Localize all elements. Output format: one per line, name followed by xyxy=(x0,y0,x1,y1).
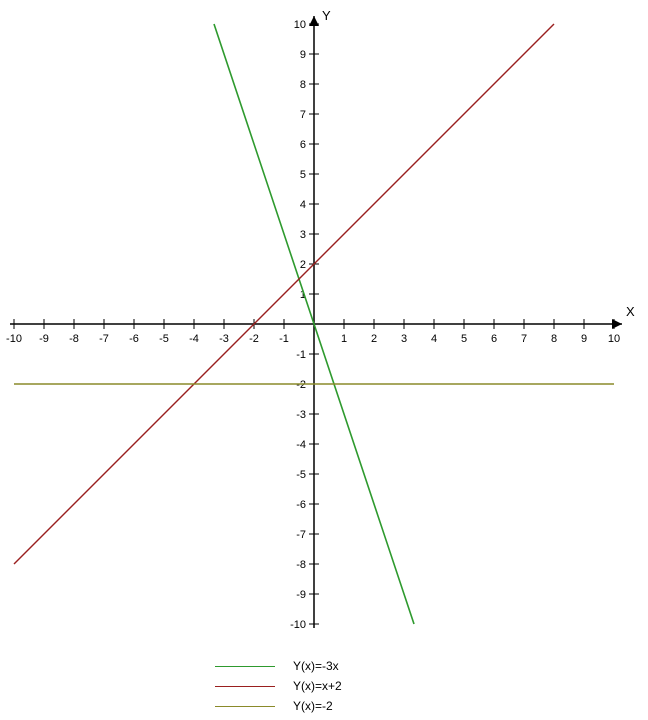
legend-item: Y(x)=x+2 xyxy=(215,678,342,694)
svg-text:2: 2 xyxy=(300,259,306,271)
svg-text:-5: -5 xyxy=(296,469,306,481)
svg-text:Y: Y xyxy=(322,8,331,23)
svg-text:-6: -6 xyxy=(129,333,139,345)
legend-item: Y(x)=-3x xyxy=(215,658,342,674)
legend-swatch xyxy=(215,666,275,667)
svg-text:-10: -10 xyxy=(6,333,22,345)
legend-swatch xyxy=(215,706,275,707)
svg-text:3: 3 xyxy=(401,333,407,345)
legend-item: Y(x)=-2 xyxy=(215,698,342,714)
svg-text:-4: -4 xyxy=(189,333,199,345)
svg-text:6: 6 xyxy=(491,333,497,345)
svg-text:8: 8 xyxy=(300,79,306,91)
legend: Y(x)=-3x Y(x)=x+2 Y(x)=-2 xyxy=(215,658,342,718)
svg-text:8: 8 xyxy=(551,333,557,345)
svg-text:4: 4 xyxy=(431,333,437,345)
svg-text:-3: -3 xyxy=(296,409,306,421)
svg-text:X: X xyxy=(626,304,635,319)
legend-label: Y(x)=x+2 xyxy=(293,679,342,693)
svg-text:-2: -2 xyxy=(296,379,306,391)
svg-text:7: 7 xyxy=(300,109,306,121)
svg-text:5: 5 xyxy=(300,169,306,181)
svg-text:7: 7 xyxy=(521,333,527,345)
svg-text:6: 6 xyxy=(300,139,306,151)
chart-container: X Y -10 -9 -8 -7 -6 -5 -4 -3 -2 -1 1 2 3 4 5 6 7 8 9 10 -10 -9 -… xyxy=(0,0,648,720)
svg-text:-10: -10 xyxy=(290,619,306,631)
svg-text:-7: -7 xyxy=(296,529,306,541)
svg-text:-2: -2 xyxy=(249,333,259,345)
svg-text:-4: -4 xyxy=(296,439,306,451)
svg-text:-9: -9 xyxy=(39,333,49,345)
svg-text:-3: -3 xyxy=(219,333,229,345)
svg-text:-8: -8 xyxy=(296,559,306,571)
svg-text:-5: -5 xyxy=(159,333,169,345)
svg-text:-1: -1 xyxy=(279,333,289,345)
legend-label: Y(x)=-3x xyxy=(293,659,339,673)
svg-text:-6: -6 xyxy=(296,499,306,511)
svg-text:3: 3 xyxy=(300,229,306,241)
svg-text:4: 4 xyxy=(300,199,306,211)
svg-text:9: 9 xyxy=(300,49,306,61)
svg-text:-9: -9 xyxy=(296,589,306,601)
svg-text:-1: -1 xyxy=(296,349,306,361)
legend-label: Y(x)=-2 xyxy=(293,699,333,713)
svg-text:-7: -7 xyxy=(99,333,109,345)
svg-text:9: 9 xyxy=(581,333,587,345)
svg-text:10: 10 xyxy=(608,333,620,345)
line-chart: X Y -10 -9 -8 -7 -6 -5 -4 -3 -2 -1 1 2 3 4 5 6 7 8 9 10 -10 -9 -… xyxy=(0,0,648,648)
svg-text:-8: -8 xyxy=(69,333,79,345)
svg-text:10: 10 xyxy=(294,19,306,31)
svg-text:2: 2 xyxy=(371,333,377,345)
legend-swatch xyxy=(215,686,275,687)
svg-text:5: 5 xyxy=(461,333,467,345)
svg-text:1: 1 xyxy=(341,333,347,345)
